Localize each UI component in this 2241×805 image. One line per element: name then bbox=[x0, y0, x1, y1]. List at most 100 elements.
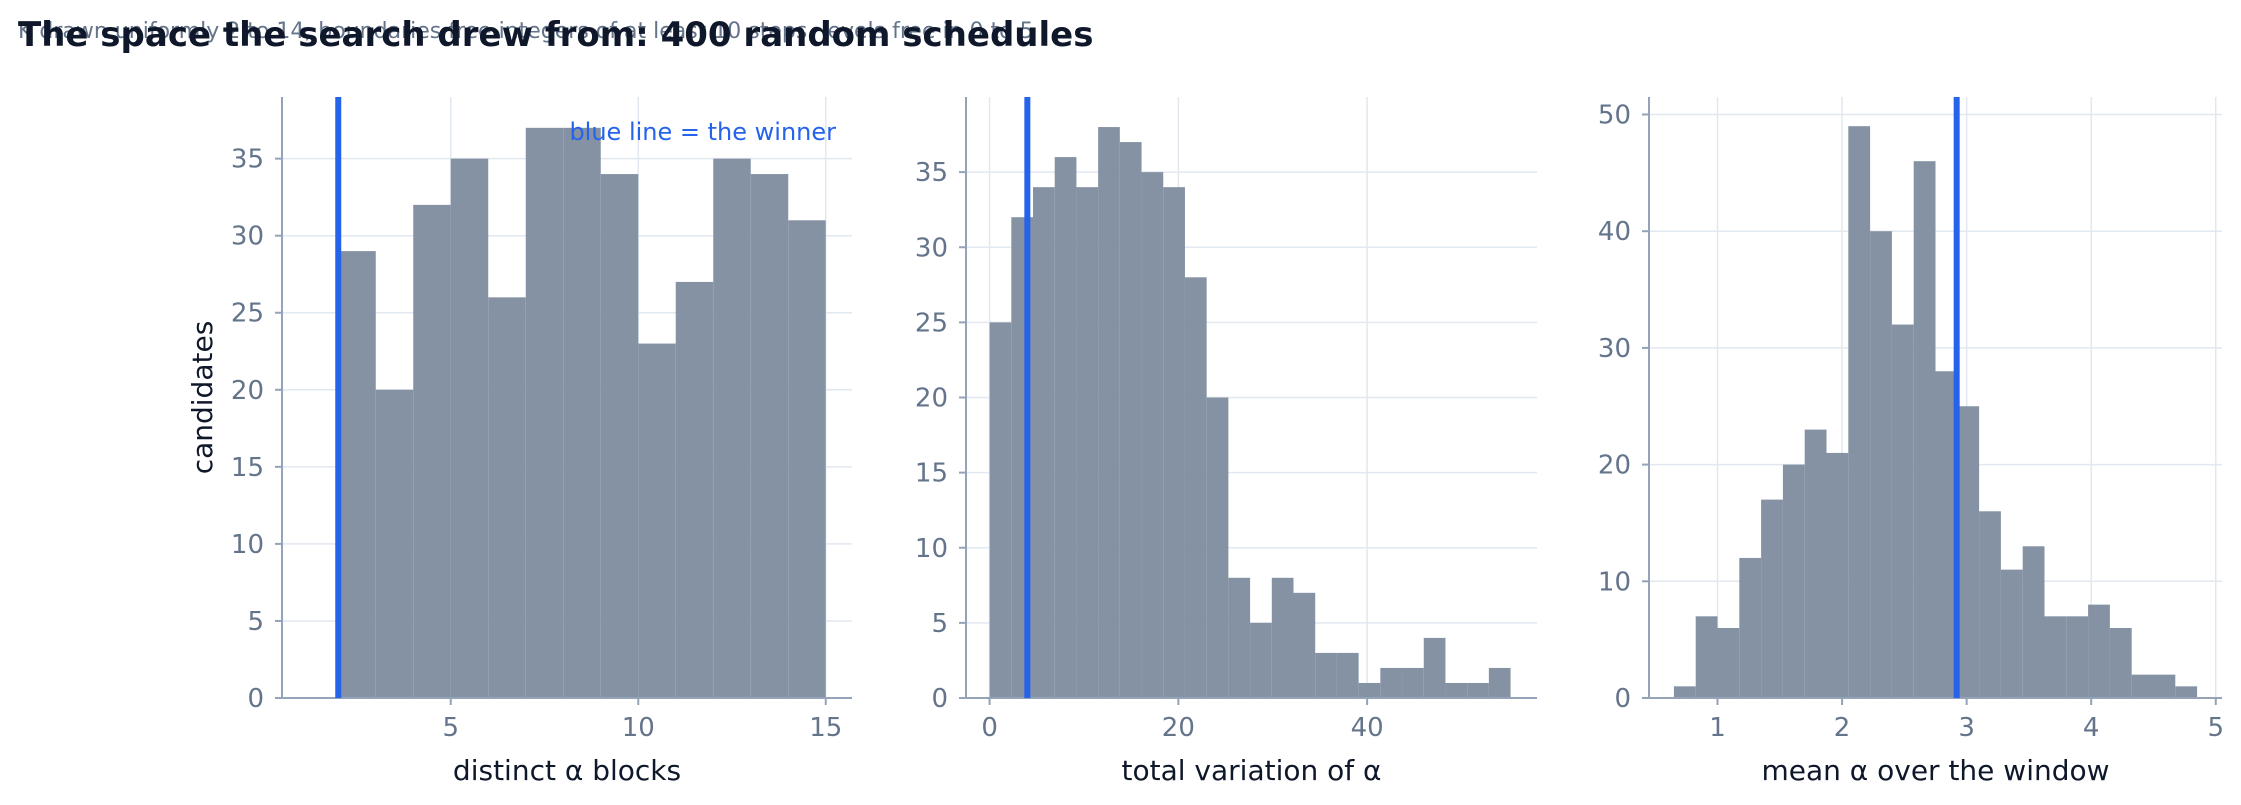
y-tick-label: 10 bbox=[915, 534, 948, 564]
x-tick-label: 15 bbox=[809, 713, 842, 743]
histogram-bar bbox=[2044, 616, 2067, 698]
y-tick-label: 15 bbox=[915, 459, 948, 489]
histogram-bar bbox=[1098, 127, 1120, 699]
histogram-bar bbox=[2109, 627, 2132, 698]
histogram-bar bbox=[1033, 187, 1055, 698]
histogram-bar bbox=[2022, 546, 2045, 698]
y-tick-label: 25 bbox=[915, 308, 948, 338]
histogram-bar bbox=[1467, 682, 1489, 698]
y-tick-label: 35 bbox=[915, 158, 948, 188]
histogram-bar bbox=[1935, 371, 1958, 698]
histogram-bar bbox=[525, 127, 564, 699]
histogram-bar bbox=[413, 204, 451, 698]
y-tick-label: 50 bbox=[1598, 101, 1631, 131]
x-tick-label: 1 bbox=[1709, 713, 1726, 743]
histogram-bar bbox=[1163, 187, 1185, 698]
histogram-bar bbox=[1673, 686, 1696, 698]
y-tick-label: 40 bbox=[1598, 217, 1631, 247]
histogram-bar bbox=[1206, 397, 1229, 698]
x-tick-label: 20 bbox=[1162, 713, 1195, 743]
panel-3: 0 10 20 30 40 50 1 2 3 4 5 mean α over the window bbox=[1598, 97, 2224, 787]
histogram-bar bbox=[1695, 616, 1718, 698]
histogram-bar bbox=[1423, 637, 1446, 698]
histogram-bar bbox=[1804, 429, 1827, 698]
histogram-bar bbox=[1141, 172, 1164, 698]
histogram-bar bbox=[1445, 682, 1468, 698]
y-tick-label: 30 bbox=[1598, 334, 1631, 364]
y-tick-label: 10 bbox=[1598, 567, 1631, 597]
histogram-bar bbox=[713, 158, 751, 699]
x-tick-label: 3 bbox=[1958, 713, 1975, 743]
x-tick-label: 0 bbox=[981, 713, 998, 743]
histogram-bar bbox=[2153, 674, 2176, 698]
x-tick-label: 5 bbox=[2207, 713, 2224, 743]
histogram-bar bbox=[638, 343, 676, 698]
y-tick-label: 15 bbox=[231, 453, 264, 483]
histogram-bar bbox=[1826, 452, 1849, 698]
y-tick-label: 20 bbox=[915, 384, 948, 414]
histogram-bar bbox=[989, 322, 1012, 698]
histogram-bar bbox=[1315, 652, 1337, 698]
histogram-bar bbox=[1870, 231, 1892, 698]
histogram-bar bbox=[2088, 604, 2110, 698]
y-axis-label: candidates bbox=[186, 321, 219, 475]
figure-title: The space the search drew from: 400 rand… bbox=[18, 15, 1093, 55]
histogram-bar bbox=[1228, 577, 1251, 698]
histogram-bar bbox=[1076, 187, 1099, 698]
histogram-bar bbox=[1250, 622, 1272, 698]
histogram-bar bbox=[1957, 406, 1980, 698]
x-axis-label: distinct α blocks bbox=[453, 754, 681, 787]
histogram-bar bbox=[1336, 652, 1359, 698]
histogram-bar bbox=[1271, 577, 1294, 698]
histogram-bar bbox=[563, 127, 601, 699]
y-tick-label: 5 bbox=[247, 607, 264, 637]
y-tick-label: 35 bbox=[231, 145, 264, 175]
histogram-bar bbox=[1739, 557, 1762, 698]
x-axis-label: total variation of α bbox=[1122, 754, 1382, 787]
histogram-bar bbox=[675, 281, 714, 698]
histogram-bar bbox=[338, 251, 376, 698]
histogram-bar bbox=[1979, 511, 2001, 698]
histogram-bar bbox=[1761, 499, 1783, 698]
histogram-bar bbox=[1782, 464, 1805, 698]
x-tick-label: 4 bbox=[2083, 713, 2100, 743]
histogram-bar bbox=[788, 220, 826, 699]
y-tick-label: 5 bbox=[931, 609, 948, 639]
histogram-bar bbox=[1488, 667, 1511, 698]
x-tick-label: 40 bbox=[1351, 713, 1384, 743]
histogram-bar bbox=[1119, 142, 1142, 698]
y-tick-label: 0 bbox=[247, 684, 264, 714]
histogram-bar bbox=[2000, 569, 2023, 698]
y-tick-label: 25 bbox=[231, 299, 264, 329]
histogram-bar bbox=[750, 174, 789, 699]
histogram-bar bbox=[1913, 161, 1936, 699]
histogram-bar bbox=[2175, 686, 2198, 698]
x-tick-label: 2 bbox=[1834, 713, 1851, 743]
histogram-bar bbox=[1184, 277, 1207, 698]
histogram-bar bbox=[1848, 126, 1871, 699]
y-tick-label: 30 bbox=[915, 233, 948, 263]
histogram-bar bbox=[2131, 674, 2154, 698]
winner-annotation: blue line = the winner bbox=[569, 118, 836, 146]
histogram-bar bbox=[600, 174, 639, 699]
x-axis-label: mean α over the window bbox=[1761, 754, 2109, 787]
histogram-bar bbox=[375, 389, 414, 698]
histogram-bar bbox=[1402, 667, 1424, 698]
y-tick-label: 0 bbox=[1614, 684, 1631, 714]
panel-1: 0 5 10 15 20 25 30 35 5 10 15 distinct α blocks cand… bbox=[186, 97, 852, 787]
y-tick-label: 0 bbox=[931, 684, 948, 714]
x-tick-label: 10 bbox=[622, 713, 655, 743]
histogram-bar bbox=[1891, 324, 1914, 698]
histogram-bar bbox=[1358, 682, 1381, 698]
y-tick-label: 20 bbox=[231, 376, 264, 406]
histogram-bar bbox=[488, 297, 526, 698]
y-tick-label: 10 bbox=[231, 530, 264, 560]
histogram-bar bbox=[450, 158, 489, 699]
histogram-bar bbox=[1054, 157, 1077, 699]
y-tick-label: 30 bbox=[231, 222, 264, 252]
figure-subtitle: K drawn uniformly 2 to 14, boundaries fr… bbox=[18, 19, 1034, 44]
histogram-bar bbox=[1717, 627, 1740, 698]
y-tick-label: 20 bbox=[1598, 451, 1631, 481]
panel-2: 0 5 10 15 20 25 30 35 0 20 40 total variation of α bbox=[915, 97, 1537, 787]
